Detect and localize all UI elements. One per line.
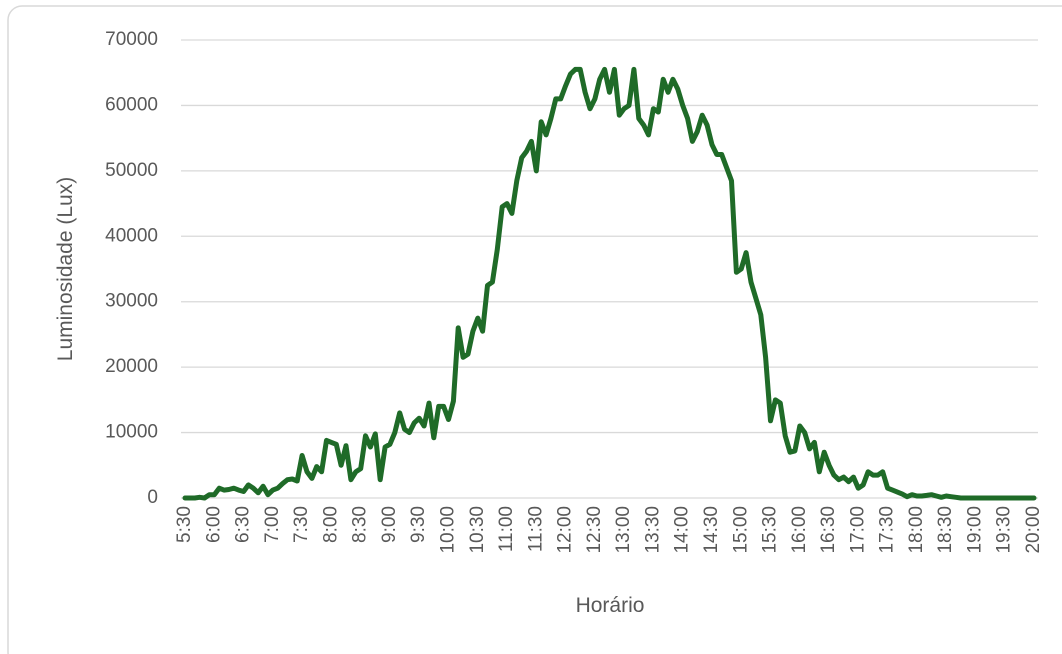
x-tick-label: 20:00 [1023,506,1044,554]
x-tick-label: 13:30 [642,506,663,554]
x-tick-label: 11:30 [525,506,546,552]
x-tick-label: 14:00 [672,506,693,554]
x-tick-label: 9:30 [408,506,429,543]
x-tick-label: 12:00 [555,506,576,554]
x-tick-label: 9:00 [379,506,400,543]
y-tick-label: 40000 [105,225,158,246]
x-tick-label: 7:00 [262,506,283,543]
y-tick-label: 20000 [105,356,158,377]
x-tick-label: 16:00 [789,506,810,554]
x-tick-label: 16:30 [818,506,839,554]
y-axis-title: Luminosidade (Lux) [54,177,77,361]
x-tick-label: 15:30 [760,506,781,554]
data-line [182,66,1037,501]
x-tick-label: 14:30 [701,506,722,554]
x-tick-label: 12:30 [584,506,605,554]
x-tick-label: 18:30 [935,506,956,554]
x-tick-label: 17:30 [877,506,898,554]
x-tick-label: 10:00 [437,506,458,554]
x-tick-label: 8:00 [320,506,341,543]
x-tick-label: 19:00 [964,506,985,554]
x-tick-label: 10:30 [467,506,488,554]
y-tick-label: 60000 [105,94,158,115]
x-tick-label: 19:30 [994,506,1015,554]
x-tick-label: 18:00 [906,506,927,554]
y-tick-label: 70000 [105,29,158,50]
x-axis-title: Horário [576,594,645,617]
y-tick-label: 10000 [105,422,158,443]
x-tick-label: 7:30 [291,506,312,543]
x-tick-label: 6:30 [233,506,254,543]
y-tick-label: 0 [147,487,158,508]
x-tick-label: 6:00 [203,506,224,543]
x-tick-label: 17:00 [847,506,868,554]
y-tick-label: 50000 [105,160,158,181]
x-tick-label: 8:30 [350,506,371,543]
x-tick-label: 15:00 [730,506,751,554]
x-tick-label: 5:30 [174,506,195,543]
y-tick-label: 30000 [105,291,158,312]
x-tick-label: 11:00 [496,506,517,552]
x-tick-label: 13:00 [613,506,634,554]
chart-frame [7,5,1062,654]
